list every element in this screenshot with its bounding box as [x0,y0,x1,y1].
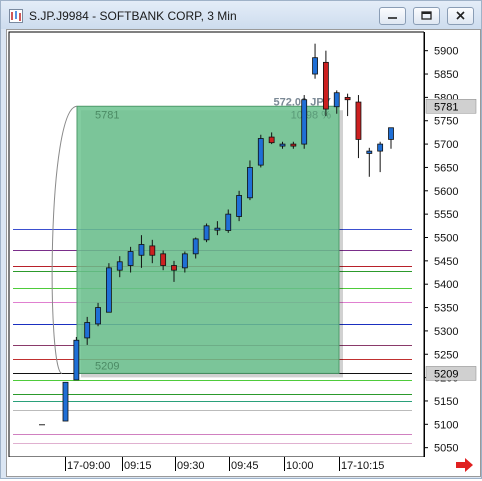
chart-app-icon [9,9,23,23]
price-tick-label: 5600 [434,186,458,198]
price-tick-label: 5450 [434,256,458,268]
measure-low-label: 5209 [95,360,119,372]
chart-area[interactable]: 5781 5209 572.00 JPY 10.98 % 5050 5100 5150 52… [6,29,481,477]
close-button[interactable] [447,7,474,25]
price-tick-label: 5350 [434,303,458,315]
price-tick-label: 5900 [434,46,458,58]
price-tick-label: 5400 [434,279,458,291]
candle-body[interactable] [257,138,264,166]
measure-high-label: 5781 [95,109,119,121]
candle-body[interactable] [73,339,80,381]
minimize-button[interactable] [379,7,406,25]
candle-body[interactable] [84,322,91,339]
title-bar[interactable]: S.JP.J9984 - SOFTBANK CORP, 3 Min [1,1,481,29]
candle-body[interactable] [388,127,394,140]
candle-body[interactable] [106,267,112,313]
candle-body[interactable] [279,143,286,147]
time-tick-label: 17-10:15 [341,460,384,472]
candle-body[interactable] [62,381,69,422]
price-tick-label: 5550 [434,209,458,221]
candle-body[interactable] [214,227,221,231]
time-tick-label: 10:00 [286,460,314,472]
candle-body[interactable] [95,307,101,325]
candle-body[interactable] [127,251,134,266]
candle-body[interactable] [192,238,199,255]
price-marker [425,366,477,381]
candle-body[interactable] [116,261,123,271]
price-tick-label: 5750 [434,116,458,128]
price-tick-label: 5250 [434,349,458,361]
restore-icon [421,11,432,20]
restore-button[interactable] [413,7,440,25]
price-tick-label: 5500 [434,232,458,244]
candle-body[interactable] [236,195,243,217]
candle-body[interactable] [322,61,329,110]
minimize-icon [388,17,397,19]
candle-body[interactable] [171,265,177,271]
window-title: S.JP.J9984 - SOFTBANK CORP, 3 Min [29,9,237,23]
candle-body[interactable] [301,99,308,145]
price-tick-label: 5300 [434,326,458,338]
candle-body[interactable] [377,143,384,152]
candle-body[interactable] [247,167,253,199]
candle-body[interactable] [355,101,362,140]
time-tick-label: 09:15 [124,460,152,472]
candle-body[interactable] [344,96,351,101]
candle-body[interactable] [312,57,318,75]
price-tick-label: 5150 [434,396,458,408]
time-axis [7,457,424,476]
measure-connector [51,105,78,374]
close-icon [456,11,465,20]
candle-body[interactable] [333,92,340,108]
time-tick-label: 17-09:00 [67,460,110,472]
price-marker [425,99,477,114]
time-tick-label: 09:30 [177,460,205,472]
candle-body[interactable] [203,225,210,241]
candle-body[interactable] [181,253,188,269]
price-tick-label: 5100 [434,419,458,431]
time-tick-label: 09:45 [231,460,259,472]
scroll-right-arrow-icon[interactable] [456,458,473,472]
candle-body[interactable] [149,245,156,256]
price-marker-label: 5209 [434,368,458,380]
price-tick-label: 5700 [434,139,458,151]
candle-body[interactable] [225,213,232,231]
candle-body[interactable] [160,253,167,266]
price-tick-label: 5850 [434,69,458,81]
candle-body[interactable] [366,150,373,154]
price-tick-label: 5050 [434,443,458,455]
candle-body[interactable] [268,136,275,144]
price-tick-label: 5650 [434,162,458,174]
price-marker-label: 5781 [434,101,458,113]
candle-body[interactable] [290,143,297,147]
candle-body[interactable] [138,244,145,256]
measure-percent-label: 10.98 % [291,109,332,121]
